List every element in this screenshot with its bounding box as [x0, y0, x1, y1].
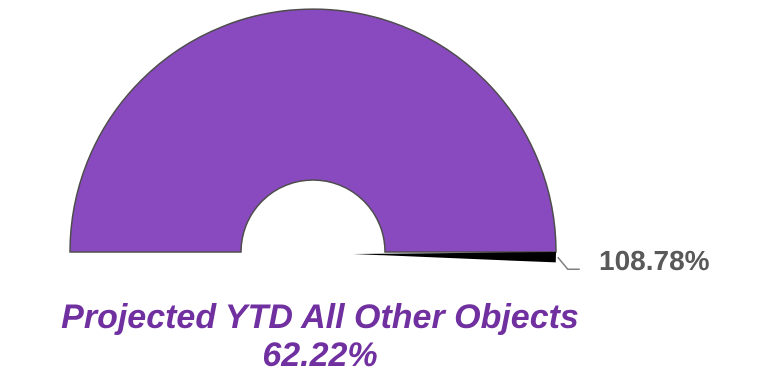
- gauge-arc: [69, 8, 557, 253]
- marker-leader-line: [557, 256, 580, 270]
- gauge-marker: [353, 252, 556, 263]
- projected-value-label: 62.22%: [262, 336, 378, 374]
- gauge-caption: Projected YTD All Other Objects 62.22%: [0, 298, 640, 374]
- marker-value-label: 108.78%: [599, 245, 710, 276]
- gauge-title: Projected YTD All Other Objects: [61, 298, 579, 336]
